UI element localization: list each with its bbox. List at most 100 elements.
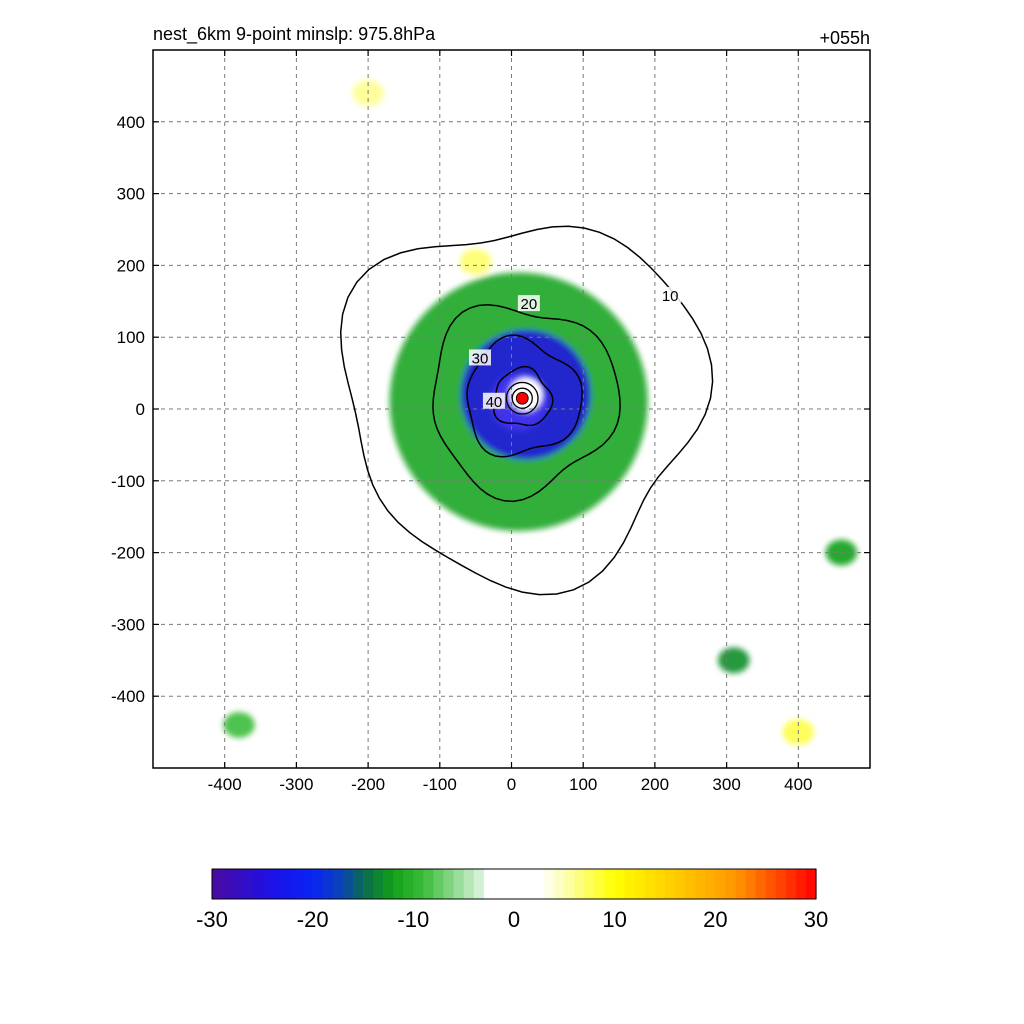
colorbar-bin xyxy=(342,869,354,899)
colorbar-bin xyxy=(503,869,515,899)
forecast-hour-label: +055h xyxy=(819,28,870,48)
colorbar-bin xyxy=(463,869,475,899)
colorbar-bin xyxy=(332,869,344,899)
colorbar-bin xyxy=(493,869,505,899)
colorbar-bin xyxy=(322,869,334,899)
colorbar-bin xyxy=(413,869,424,899)
contour-lines: 10 20 30 40 xyxy=(339,225,714,596)
storm-center xyxy=(516,392,528,404)
x-tick-label: -100 xyxy=(423,775,457,794)
contour-label-bg xyxy=(659,286,682,303)
colorbar-bin xyxy=(765,869,777,899)
contour-30 xyxy=(466,334,583,458)
y-tick-label: 200 xyxy=(117,256,145,275)
contour-label-20: 20 xyxy=(521,296,538,313)
colorbar-bin xyxy=(715,869,726,899)
colorbar-bin xyxy=(524,869,535,899)
colorbar-bin xyxy=(312,869,324,899)
colorbar-bin xyxy=(574,869,586,899)
storm-center-marker xyxy=(516,392,528,404)
colorbar-bin xyxy=(594,869,606,899)
chart-title: nest_6km 9-point minslp: 975.8hPa xyxy=(153,24,436,45)
colorbar-tick-label: -10 xyxy=(397,907,429,932)
colorbar-bin xyxy=(242,869,253,899)
contour-label-bg xyxy=(468,349,491,366)
x-tick-label: 300 xyxy=(712,775,740,794)
contour-core-1 xyxy=(511,387,533,409)
contour-core-0 xyxy=(505,381,539,415)
colorbar-bin xyxy=(654,869,666,899)
colorbar-bin xyxy=(473,869,485,899)
colorbar-bin xyxy=(282,869,294,899)
colorbar-bin xyxy=(755,869,767,899)
colorbar-bin xyxy=(423,869,435,899)
colorbar-tick-label: 10 xyxy=(602,907,626,932)
colorbar-bin xyxy=(292,869,304,899)
colorbar-bin xyxy=(705,869,716,899)
colorbar-bin xyxy=(433,869,445,899)
colorbar-tick-label: 0 xyxy=(508,907,520,932)
plot-area: 10 20 30 40 xyxy=(153,50,870,768)
contour-core-2 xyxy=(515,391,529,405)
colorbar-bin xyxy=(363,869,374,899)
colorbar-bin xyxy=(272,869,284,899)
x-tick-label: -200 xyxy=(351,775,385,794)
colorbar-bin xyxy=(514,869,525,899)
colorbar-bin xyxy=(725,869,737,899)
contour-label-40: 40 xyxy=(486,394,503,411)
x-tick-label: 200 xyxy=(641,775,669,794)
colorbar-tick-label: -30 xyxy=(196,907,228,932)
colorbar-bin xyxy=(544,869,555,899)
colorbar-tick-label: -20 xyxy=(297,907,329,932)
contour-label-10: 10 xyxy=(662,288,679,305)
colorbar-bin xyxy=(644,869,656,899)
field-blob-2 xyxy=(717,647,750,674)
colorbar-bin xyxy=(302,869,314,899)
y-tick-label: -200 xyxy=(111,544,145,563)
colorbar-bin xyxy=(685,869,696,899)
colorbar-bin xyxy=(604,869,616,899)
y-tick-label: -300 xyxy=(111,615,145,634)
colorbar-bin xyxy=(222,869,233,899)
colorbar-bin xyxy=(624,869,636,899)
colorbar-bin xyxy=(352,869,364,899)
colorbar-bin xyxy=(775,869,787,899)
colorbar-bin xyxy=(373,869,384,899)
y-tick-label: -400 xyxy=(111,687,145,706)
colorbar-tick-label: 30 xyxy=(804,907,828,932)
colorbar-bin xyxy=(252,869,263,899)
colorbar-bin xyxy=(383,869,394,899)
contour-label-30: 30 xyxy=(472,350,489,367)
x-tick-label: -300 xyxy=(279,775,313,794)
colorbar-bin xyxy=(695,869,706,899)
colorbar-bin xyxy=(614,869,626,899)
field-ring-0 xyxy=(389,272,648,531)
colorbar-bin xyxy=(483,869,495,899)
colorbar-tick-label: 20 xyxy=(703,907,727,932)
colorbar-bin xyxy=(534,869,545,899)
colorbar-bin xyxy=(564,869,575,899)
contour-label-bg xyxy=(517,295,540,312)
colorbar-bin xyxy=(554,869,565,899)
y-tick-label: 100 xyxy=(117,328,145,347)
x-tick-label: -400 xyxy=(208,775,242,794)
y-tick-label: 300 xyxy=(117,185,145,204)
colorbar-bin xyxy=(785,869,797,899)
colorbar-bin xyxy=(403,869,414,899)
y-tick-label: 400 xyxy=(117,113,145,132)
colorbar-bin xyxy=(453,869,465,899)
colorbar-bin xyxy=(232,869,243,899)
colorbar-bin xyxy=(805,869,817,899)
colorbar-bin xyxy=(443,869,455,899)
colorbar-bin xyxy=(745,869,757,899)
contour-20 xyxy=(432,304,621,503)
x-tick-label: 100 xyxy=(569,775,597,794)
colorbar-bin xyxy=(262,869,273,899)
colorbar-bin xyxy=(665,869,676,899)
colorbar-bin xyxy=(634,869,646,899)
y-tick-label: -100 xyxy=(111,472,145,491)
colorbar-bin xyxy=(735,869,747,899)
contour-label-bg xyxy=(482,392,505,409)
x-tick-label: 0 xyxy=(507,775,516,794)
